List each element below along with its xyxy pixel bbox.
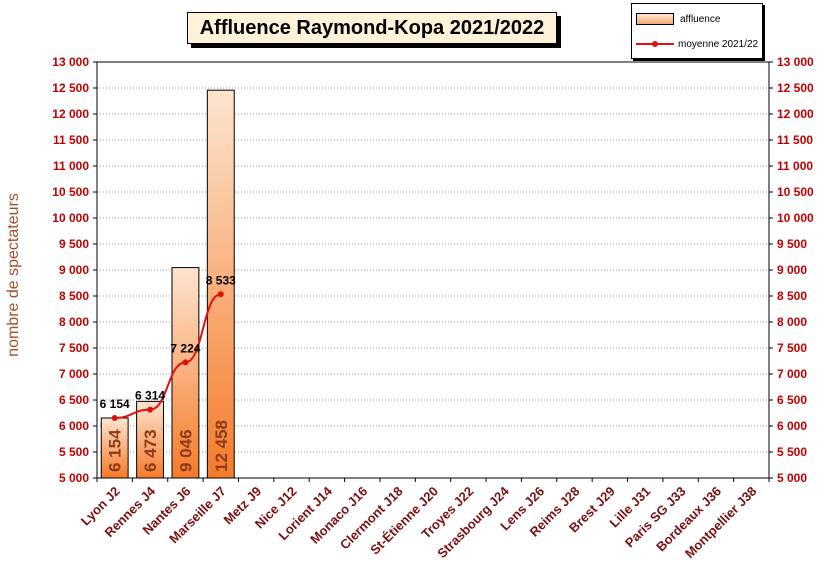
y-tick-label-left: 5 500: [59, 445, 89, 459]
y-tick-label-left: 11 500: [53, 133, 89, 147]
average-value-label: 7 224: [170, 341, 200, 355]
data-labels: 6 154 6 473 9 046 12 458 6 154 6 314 7 224 8 53…: [100, 273, 236, 472]
legend-bar-swatch: [636, 13, 674, 25]
bar-value-label: 9 046: [176, 429, 195, 472]
average-point: [111, 414, 118, 421]
average-point: [217, 291, 224, 298]
bar-value-label: 6 473: [141, 429, 160, 472]
y-tick-label-left: 6 500: [59, 393, 89, 407]
y-axis-title: nombre de spectateurs: [5, 193, 22, 357]
y-tick-label-left: 12 500: [52, 81, 89, 95]
y-tick-label-left: 7 000: [59, 367, 89, 381]
y-tick-label-right: 12 500: [777, 81, 814, 95]
y-tick-label-left: 10 500: [52, 185, 89, 199]
y-tick-label-right: 8 500: [777, 289, 807, 303]
y-tick-label-left: 12 000: [52, 107, 89, 121]
y-tick-label-right: 11 500: [777, 133, 813, 147]
y-tick-label-right: 11 000: [777, 159, 813, 173]
y-tick-label-right: 9 000: [777, 263, 807, 277]
y-tick-label-right: 9 500: [777, 237, 807, 251]
y-tick-label-right: 7 500: [777, 341, 807, 355]
legend-label-moyenne: moyenne 2021/22: [678, 38, 759, 50]
y-tick-label-right: 6 500: [777, 393, 807, 407]
chart-title: Affluence Raymond-Kopa 2021/2022: [187, 12, 557, 44]
y-tick-label-right: 5 000: [777, 471, 807, 485]
bar-series: [100, 89, 235, 479]
y-tick-label-left: 7 500: [59, 341, 89, 355]
bar-value-label: 6 154: [106, 429, 125, 472]
y-tick-label-left: 11 000: [53, 159, 89, 173]
average-value-label: 8 533: [206, 273, 236, 287]
y-tick-label-left: 9 500: [59, 237, 89, 251]
y-tick-label-right: 7 000: [777, 367, 807, 381]
y-tick-label-left: 10 000: [52, 211, 89, 225]
y-axis-left-ticks: 5 000 5 500 6 000 6 500 7 000 7 500 8 000 8 500…: [52, 55, 97, 485]
bar-value-label: 12 458: [212, 420, 231, 472]
average-value-label: 6 154: [100, 397, 130, 411]
legend-item-moyenne: moyenne 2021/22: [636, 37, 758, 51]
y-tick-label-right: 10 000: [777, 211, 814, 225]
bar: [136, 400, 164, 479]
bar: [100, 417, 129, 479]
y-tick-label-right: 12 000: [777, 107, 814, 121]
y-tick-label-left: 13 000: [52, 55, 89, 69]
average-line: [114, 293, 222, 419]
y-tick-label-right: 6 000: [777, 419, 807, 433]
y-tick-label-right: 10 500: [777, 185, 814, 199]
y-tick-label-right: 8 000: [777, 315, 807, 329]
bar: [206, 89, 235, 479]
y-tick-label-left: 6 000: [59, 419, 89, 433]
average-point: [147, 406, 154, 413]
legend-label-affluence: affluence: [680, 13, 721, 25]
y-tick-label-right: 13 000: [777, 55, 814, 69]
legend-item-affluence: affluence: [636, 12, 720, 26]
average-value-label: 6 314: [135, 389, 165, 403]
chart-legend: affluence moyenne 2021/22: [631, 3, 763, 59]
bar: [171, 267, 200, 479]
y-tick-label-left: 8 000: [59, 315, 89, 329]
average-point: [182, 359, 189, 366]
y-axis-right-ticks: 5 000 5 500 6 000 6 500 7 000 7 500 8 000 8 500…: [769, 55, 814, 485]
y-tick-label-right: 5 500: [777, 445, 807, 459]
line-series: [111, 291, 224, 421]
y-tick-label-left: 9 000: [59, 263, 89, 277]
y-tick-label-left: 5 000: [59, 471, 89, 485]
legend-line-swatch: [636, 38, 674, 50]
y-tick-label-left: 8 500: [59, 289, 89, 303]
chart-title-text: Affluence Raymond-Kopa 2021/2022: [199, 16, 545, 39]
